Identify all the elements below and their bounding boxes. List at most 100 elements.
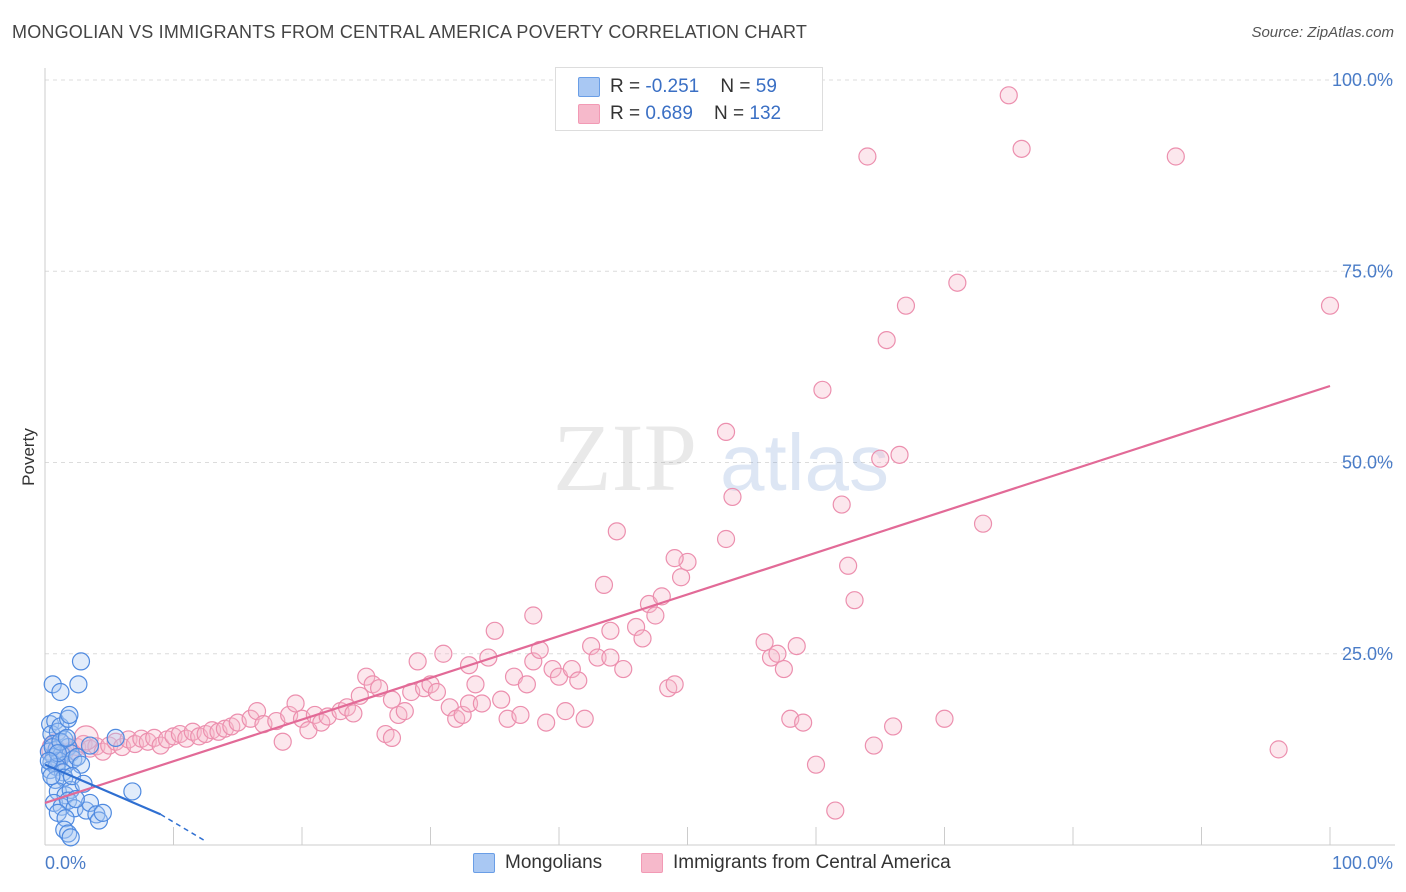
y-tick-label-2: 75.0% [1342,261,1393,281]
central-america-point-74 [537,713,556,732]
central-america-point-104 [806,755,826,774]
central-america-point-101 [774,659,793,679]
grid-lines [45,79,1395,655]
mongolian-point-30 [71,652,91,671]
mongolian-point-40 [56,809,75,828]
central-america-point-78 [562,659,581,679]
trend-line-mongolians-extension [160,813,207,842]
mongolian-point-50 [106,728,125,748]
mongolian-point-44 [80,793,100,813]
x-tick-label-max: 100.0% [1332,853,1393,873]
central-america-point-105 [813,380,832,399]
central-america-point-71 [517,675,536,694]
central-america-point-106 [826,801,845,820]
legend-swatch-blue [578,77,600,97]
central-america-point-79 [569,671,588,690]
central-america-point-62 [459,694,479,713]
central-america-point-126 [665,549,684,568]
bottom-legend-central-america: Immigrants from Central America [641,852,951,874]
central-america-point-80 [575,709,594,728]
central-america-point-103 [794,713,813,732]
central-america-point-84 [601,648,620,667]
central-america-point-119 [973,514,993,533]
central-america-point-122 [1166,147,1185,166]
y-axis-label: Poverty [19,428,38,486]
central-america-point-61 [453,705,472,725]
central-america-point-81 [582,636,601,656]
central-america-point-114 [883,717,903,736]
central-america-point-131 [601,621,620,640]
bottom-legend: Mongolians Immigrants from Central Ameri… [0,852,1406,878]
mongolian-point-43 [61,828,80,847]
central-america-point-107 [832,495,851,514]
central-america-point-83 [594,575,614,595]
central-america-point-67 [492,690,511,709]
central-america-point-82 [588,648,607,667]
central-america-point-58 [434,644,453,663]
central-america-point-111 [864,736,883,755]
watermark-atlas: atlas [720,418,889,507]
central-america-point-34 [273,732,292,751]
central-america-point-109 [845,591,864,610]
mongolian-point-25 [43,675,62,694]
central-america-point-110 [858,147,877,166]
chart-title: MONGOLIAN VS IMMIGRANTS FROM CENTRAL AME… [12,22,808,42]
tick-labels: 25.0% 50.0% 75.0% 100.0% 0.0% 100.0% [45,70,1393,873]
mongolian-point-51 [123,782,142,801]
source-label: Source: ZipAtlas.com [1251,24,1394,41]
central-america-point-72 [524,652,543,671]
central-america-point-90 [646,606,665,625]
central-america-point-117 [935,709,954,728]
bottom-legend-swatch-blue [473,853,495,873]
central-america-point-130 [787,636,806,656]
trend-lines [44,384,1331,842]
trend-line-central-america [44,384,1331,804]
central-america-point-86 [614,659,633,679]
central-america-point-85 [607,522,626,541]
bottom-legend-swatch-pink [641,853,663,873]
mongolian-point-29 [60,705,79,725]
series-mongolians-points [39,652,142,847]
mongolian-point-47 [93,803,112,822]
bottom-legend-mongolians: Mongolians [473,852,602,874]
trend-line-mongolians [44,763,162,816]
central-america-point-96 [716,422,736,441]
central-america-point-128 [382,728,402,748]
central-america-point-66 [485,621,504,640]
legend-row-central-america: R = 0.689 N = 132 [578,102,781,126]
central-america-point-120 [999,86,1018,105]
central-america-point-112 [871,449,890,468]
x-tick-label-min: 0.0% [45,853,86,873]
central-america-point-44 [344,704,363,723]
central-america-point-108 [839,556,858,575]
central-america-point-97 [723,487,742,507]
central-america-point-113 [877,331,896,350]
central-america-point-94 [671,568,691,587]
central-america-point-100 [768,644,787,663]
central-america-point-52 [395,702,414,721]
central-america-point-118 [948,273,967,292]
central-america-point-77 [556,702,575,721]
central-america-point-127 [524,606,543,625]
central-america-point-121 [1012,139,1031,158]
watermark: ZIP atlas [553,404,889,511]
central-america-point-36 [286,694,305,713]
central-america-point-123 [1269,740,1288,759]
y-tick-label-0: 25.0% [1342,644,1393,664]
central-america-point-125 [716,529,736,549]
mongolian-point-53 [39,751,58,770]
central-america-point-65 [479,648,498,667]
central-america-point-93 [665,675,684,694]
central-america-point-87 [626,617,646,637]
central-america-point-70 [511,705,530,725]
central-america-point-115 [890,445,909,464]
central-america-point-116 [896,296,916,315]
mongolian-point-26 [51,682,70,702]
central-america-point-57 [427,682,447,702]
legend-row-mongolians: R = -0.251 N = 59 [578,75,777,99]
mongolian-point-55 [57,728,76,748]
mongolian-point-49 [80,736,100,755]
central-america-point-64 [472,694,491,713]
y-tick-label-3: 100.0% [1332,70,1393,90]
